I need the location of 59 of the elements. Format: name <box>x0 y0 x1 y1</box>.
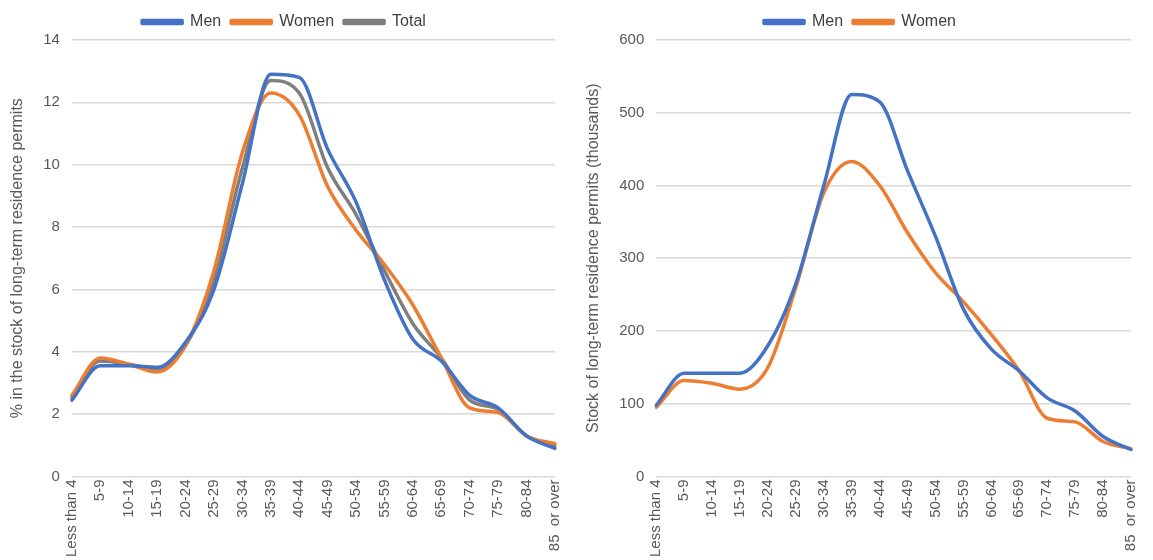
legend-label: Women <box>279 12 335 30</box>
x-tick-label: 5-9 <box>90 479 108 502</box>
legend-label: Men <box>190 12 222 30</box>
y-tick-label: 100 <box>619 393 645 411</box>
x-tick-label: 65-69 <box>431 479 449 518</box>
y-axis-title: % in the stock of long-term residence permits <box>8 98 26 419</box>
x-tick-label: 30-34 <box>813 479 831 518</box>
x-tick-label: 60-64 <box>403 479 421 518</box>
x-tick-label: 10-14 <box>702 479 720 518</box>
y-tick-label: 4 <box>51 341 60 359</box>
x-tick-label: 35-39 <box>260 479 278 518</box>
x-tick-label: 85 or over <box>1121 479 1139 552</box>
legend-label: Women <box>901 12 956 30</box>
x-tick-label: 5-9 <box>674 479 692 502</box>
y-tick-label: 8 <box>51 217 60 235</box>
x-tick-label: 15-19 <box>147 479 165 518</box>
y-tick-label: 2 <box>51 404 60 422</box>
y-tick-label: 300 <box>619 248 645 266</box>
x-tick-label: 80-84 <box>516 479 534 518</box>
x-tick-label: 85 or over <box>545 479 563 552</box>
legend-label: Total <box>392 12 426 30</box>
x-tick-label: 25-29 <box>204 479 222 518</box>
x-tick-label: 80-84 <box>1093 479 1111 518</box>
x-tick-label: 70-74 <box>459 479 477 518</box>
x-tick-label: 35-39 <box>841 479 859 518</box>
y-tick-label: 6 <box>51 279 60 297</box>
x-tick-label: 40-44 <box>869 479 887 518</box>
y-tick-label: 14 <box>43 30 60 48</box>
y-axis-title: Stock of long-term residence permits (thousands) <box>584 83 602 433</box>
x-tick-label: Less than 4 <box>646 479 664 558</box>
legend-label: Men <box>812 12 844 30</box>
y-tick-label: 10 <box>43 154 60 172</box>
x-tick-label: 45-49 <box>897 479 915 518</box>
y-tick-label: 500 <box>619 102 645 120</box>
line-series <box>654 92 1133 452</box>
y-tick-label: 12 <box>43 92 60 110</box>
x-tick-label: 75-79 <box>488 479 506 518</box>
x-tick-label: 20-24 <box>758 479 776 518</box>
y-tick-label: 0 <box>51 466 60 484</box>
y-tick-label: 400 <box>619 175 645 193</box>
x-tick-label: 65-69 <box>1009 479 1027 518</box>
y-tick-label: 200 <box>619 321 645 339</box>
x-tick-label: 60-64 <box>981 479 999 518</box>
x-tick-label: 75-79 <box>1065 479 1083 518</box>
x-tick-label: 45-49 <box>317 479 335 518</box>
x-tick-label: 20-24 <box>175 479 193 518</box>
x-tick-label: 30-34 <box>232 479 250 518</box>
x-tick-label: 15-19 <box>730 479 748 518</box>
x-tick-label: 50-54 <box>925 479 943 518</box>
x-tick-label: 40-44 <box>289 479 307 518</box>
x-tick-label: 70-74 <box>1037 479 1055 518</box>
y-tick-label: 0 <box>635 466 645 484</box>
x-tick-label: Less than 4 <box>62 479 80 558</box>
x-tick-label: 55-59 <box>374 479 392 518</box>
x-tick-label: 50-54 <box>346 479 364 518</box>
y-tick-label: 600 <box>619 30 645 48</box>
x-tick-label: 55-59 <box>953 479 971 518</box>
x-tick-label: 25-29 <box>786 479 804 518</box>
x-tick-label: 10-14 <box>118 479 136 518</box>
